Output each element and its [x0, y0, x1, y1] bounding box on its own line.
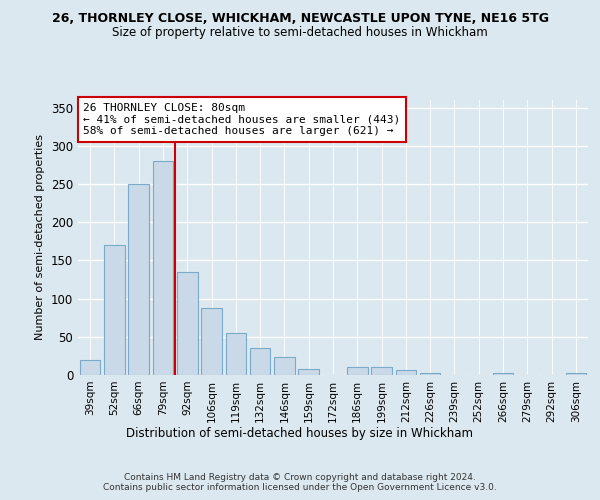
Bar [201, 308, 222, 375]
Text: Distribution of semi-detached houses by size in Whickham: Distribution of semi-detached houses by … [127, 428, 473, 440]
Bar [274, 358, 295, 375]
Y-axis label: Number of semi-detached properties: Number of semi-detached properties [35, 134, 46, 340]
Bar [177, 272, 197, 375]
Bar [493, 374, 514, 375]
Bar [347, 368, 368, 375]
Bar [128, 184, 149, 375]
Bar [226, 333, 246, 375]
Bar [152, 161, 173, 375]
Bar [250, 348, 271, 375]
Bar [395, 370, 416, 375]
Text: Contains HM Land Registry data © Crown copyright and database right 2024.
Contai: Contains HM Land Registry data © Crown c… [103, 472, 497, 492]
Bar [566, 372, 586, 375]
Text: 26 THORNLEY CLOSE: 80sqm
← 41% of semi-detached houses are smaller (443)
58% of : 26 THORNLEY CLOSE: 80sqm ← 41% of semi-d… [83, 103, 400, 136]
Bar [298, 369, 319, 375]
Bar [371, 368, 392, 375]
Text: Size of property relative to semi-detached houses in Whickham: Size of property relative to semi-detach… [112, 26, 488, 39]
Bar [80, 360, 100, 375]
Bar [104, 245, 125, 375]
Bar [420, 372, 440, 375]
Text: 26, THORNLEY CLOSE, WHICKHAM, NEWCASTLE UPON TYNE, NE16 5TG: 26, THORNLEY CLOSE, WHICKHAM, NEWCASTLE … [52, 12, 548, 26]
